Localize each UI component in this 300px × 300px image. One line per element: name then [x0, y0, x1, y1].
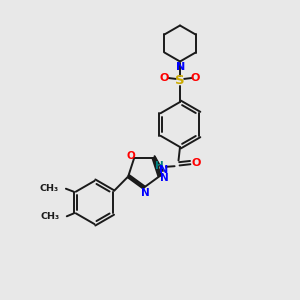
- Text: O: O: [126, 151, 135, 161]
- Text: N: N: [160, 165, 169, 176]
- Text: N: N: [141, 188, 150, 198]
- Text: S: S: [175, 74, 185, 88]
- Text: H: H: [154, 161, 164, 171]
- Text: CH₃: CH₃: [39, 184, 58, 193]
- Text: O: O: [191, 158, 201, 168]
- Text: O: O: [191, 73, 200, 83]
- Text: CH₃: CH₃: [41, 212, 60, 221]
- Text: O: O: [160, 73, 169, 83]
- Text: N: N: [160, 172, 169, 183]
- Text: N: N: [176, 62, 185, 72]
